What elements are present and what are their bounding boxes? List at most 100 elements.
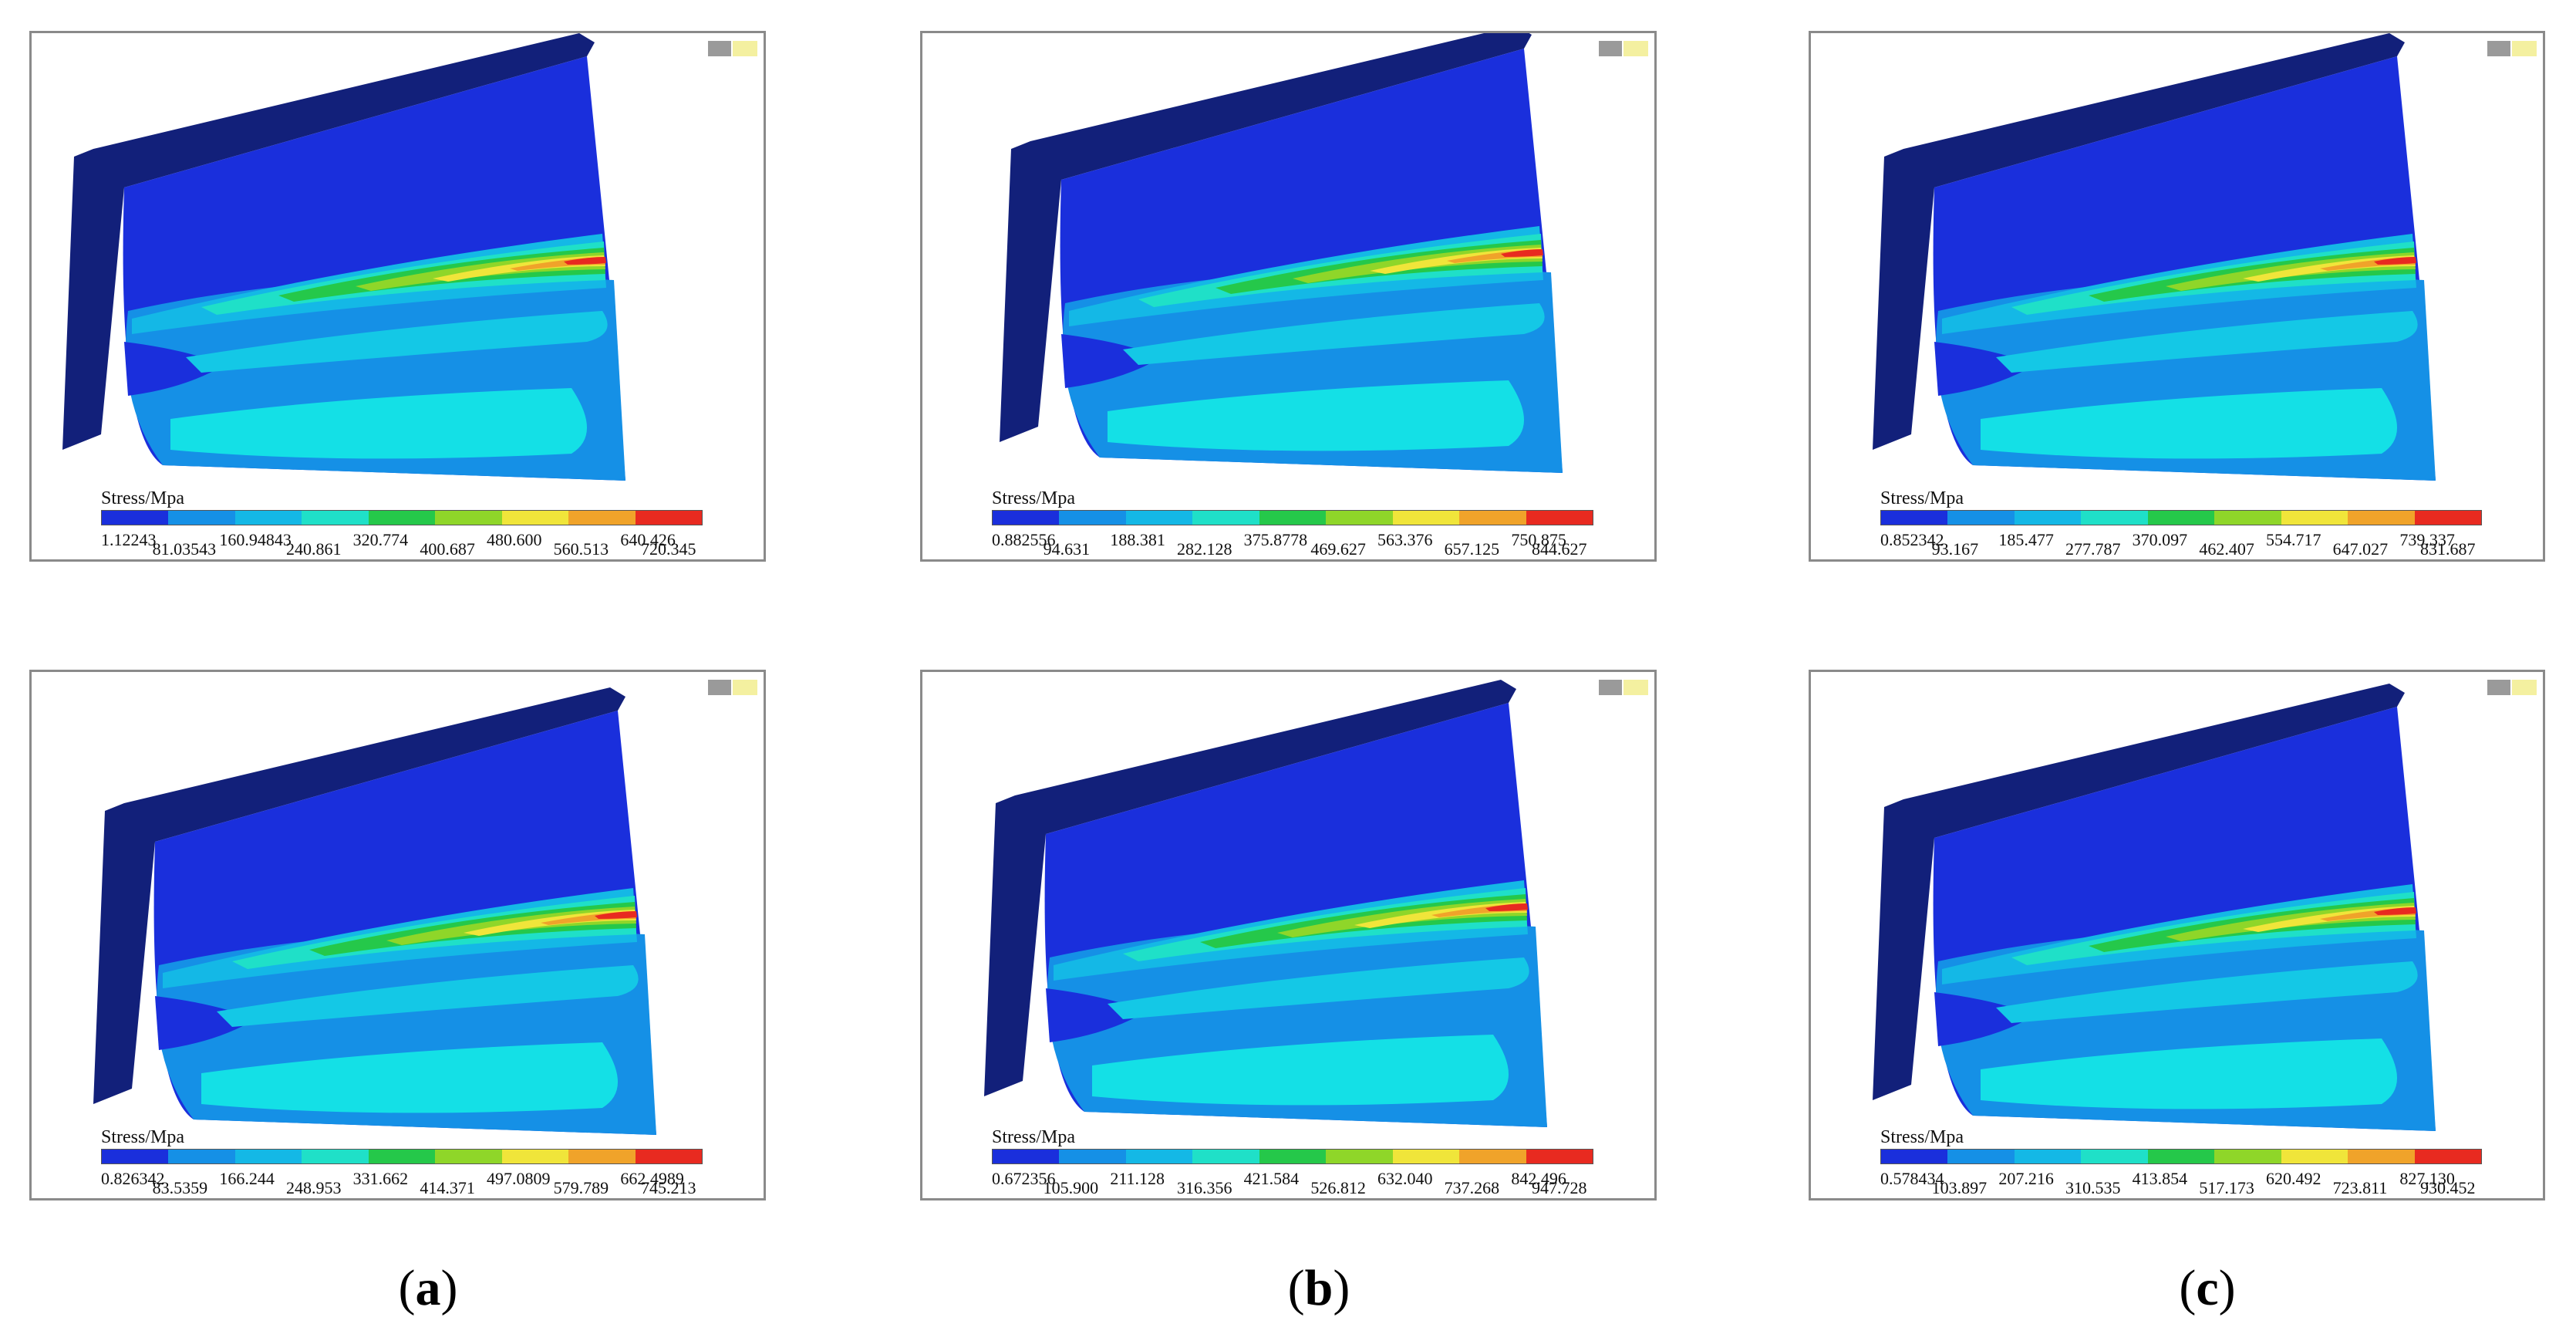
caption-close-paren: ) <box>440 1260 458 1316</box>
legend-tick-label: 947.728 <box>1532 1178 1587 1197</box>
legend-swatch <box>1392 1150 1460 1163</box>
contour-panel-b-bottom: Stress/Mpa 0.672356 105.900 211.128 316.356 4… <box>920 670 1657 1200</box>
legend-tick-label: 185.477 <box>1998 530 2054 549</box>
legend-tick-label: 0.578434 <box>1880 1169 1944 1188</box>
stress-contour-band-6 <box>2374 257 2416 265</box>
stress-region-bottom-band <box>170 388 587 459</box>
stress-region-mid-band <box>1996 311 2418 373</box>
legend-color-bar <box>101 510 703 525</box>
legend-tick-label: 166.244 <box>219 1169 275 1188</box>
contour-panel-a-bottom: Stress/Mpa 0.826342 83.5359 166.244 248.953 3… <box>29 670 766 1200</box>
legend-tick-label: 103.897 <box>1931 1178 1988 1197</box>
stress-contour-plot <box>1873 684 2436 1131</box>
legend-swatch <box>568 511 636 525</box>
stress-region-mid-band <box>217 965 639 1027</box>
viewport-corner-icon <box>708 41 757 56</box>
legend-swatch <box>2214 511 2281 525</box>
stress-region-bottom-band <box>1981 1038 2397 1109</box>
legend-tick-label: 83.5359 <box>152 1178 208 1197</box>
legend-tick-label: 517.173 <box>2199 1178 2254 1197</box>
legend-color-bar <box>1880 510 2482 525</box>
legend-swatch <box>2081 1150 2148 1163</box>
legend-swatch <box>1192 1150 1259 1163</box>
blade-model <box>1873 33 2436 481</box>
stress-legend: Stress/Mpa 0.672356 105.900 211.128 316.356 4… <box>992 1127 1593 1197</box>
legend-tick-label: 316.356 <box>1177 1178 1232 1197</box>
legend-swatch <box>993 511 1060 525</box>
legend-swatch <box>1326 1150 1393 1163</box>
legend-swatch <box>1192 511 1259 525</box>
legend-swatch <box>1947 511 2015 525</box>
legend-tick-label: 331.662 <box>352 1169 409 1188</box>
legend-tick-label: 413.854 <box>2132 1169 2188 1188</box>
legend-tick-label: 750.875 <box>1511 530 1566 549</box>
blade-model <box>1000 33 1563 473</box>
stress-legend: Stress/Mpa 1.12243 81.03543 160.94843 240.86… <box>101 488 703 559</box>
legend-tick-label: 831.687 <box>2420 539 2476 559</box>
legend-tick-label: 469.627 <box>1310 539 1366 559</box>
legend-tick-label: 620.492 <box>2266 1169 2321 1188</box>
legend-swatch <box>168 1150 235 1163</box>
legend-swatch <box>1326 511 1393 525</box>
legend-swatch <box>1059 1150 1126 1163</box>
caption-letter: a <box>415 1260 441 1316</box>
legend-tick-label: 0.826342 <box>101 1169 165 1188</box>
legend-tick-label: 737.268 <box>1444 1178 1500 1197</box>
legend-swatch <box>2348 511 2415 525</box>
caption-b: (b) <box>1242 1259 1396 1318</box>
legend-swatch <box>635 511 702 525</box>
legend-tick-label: 310.535 <box>2065 1178 2121 1197</box>
stress-contour-band-6 <box>564 257 606 265</box>
legend-tick-label: 462.407 <box>2199 539 2254 559</box>
legend-swatch <box>368 511 436 525</box>
legend-swatch <box>501 511 569 525</box>
legend-swatch <box>2348 1150 2415 1163</box>
legend-tick-label: 657.125 <box>1444 539 1500 559</box>
legend-tick-label: 277.787 <box>2065 539 2121 559</box>
legend-swatch <box>2147 1150 2215 1163</box>
stress-contour-plot <box>984 680 1547 1127</box>
legend-tick-label: 81.03543 <box>152 539 217 559</box>
legend-swatch <box>302 511 369 525</box>
legend-swatch <box>368 1150 436 1163</box>
contour-panel-c-bottom: Stress/Mpa 0.578434 103.897 207.216 310.535 4… <box>1809 670 2545 1200</box>
legend-tick-label: 0.672356 <box>992 1169 1056 1188</box>
legend-tick-label: 632.040 <box>1377 1169 1433 1188</box>
legend-tick-label: 720.345 <box>641 539 696 559</box>
viewport-corner-icon <box>2487 680 2537 695</box>
blade-model <box>62 33 626 481</box>
legend-swatch <box>1526 511 1593 525</box>
stress-legend: Stress/Mpa 0.852342 93.167 185.477 277.787 37… <box>1880 488 2482 559</box>
stress-contour-plot <box>93 687 657 1135</box>
blade-model <box>93 687 657 1135</box>
caption-letter: c <box>2196 1260 2219 1316</box>
legend-swatch <box>1526 1150 1593 1163</box>
legend-title: Stress/Mpa <box>1880 1127 1964 1147</box>
legend-swatch <box>2214 1150 2281 1163</box>
legend-swatch <box>435 1150 502 1163</box>
legend-swatch <box>2014 1150 2082 1163</box>
legend-tick-label: 188.381 <box>1110 530 1165 549</box>
legend-swatch <box>1259 511 1327 525</box>
stress-region-bottom-band <box>1092 1035 1509 1106</box>
blade-edge-face <box>1873 684 2405 1100</box>
legend-tick-label: 0.882556 <box>992 530 1056 549</box>
stress-legend: Stress/Mpa 0.882556 94.631 188.381 282.128 37… <box>992 488 1593 559</box>
stress-region-mid-band <box>186 311 608 373</box>
legend-tick-label: 647.027 <box>2332 539 2389 559</box>
stress-region-mid-band <box>1108 957 1529 1019</box>
blade-edge-face <box>984 680 1516 1096</box>
stress-region-notch <box>155 996 255 1050</box>
caption-close-paren: ) <box>2218 1260 2236 1316</box>
stress-region-notch <box>1046 988 1146 1042</box>
stress-region-notch <box>124 342 224 396</box>
legend-swatch <box>234 511 302 525</box>
legend-swatch <box>2081 511 2148 525</box>
caption-close-paren: ) <box>1333 1260 1350 1316</box>
legend-swatch <box>234 1150 302 1163</box>
legend-tick-label: 723.811 <box>2332 1178 2388 1197</box>
legend-swatch <box>2147 511 2215 525</box>
legend-tick-label: 827.130 <box>2399 1169 2455 1188</box>
legend-tick-label: 160.94843 <box>219 530 292 549</box>
legend-swatch <box>1881 1150 1948 1163</box>
